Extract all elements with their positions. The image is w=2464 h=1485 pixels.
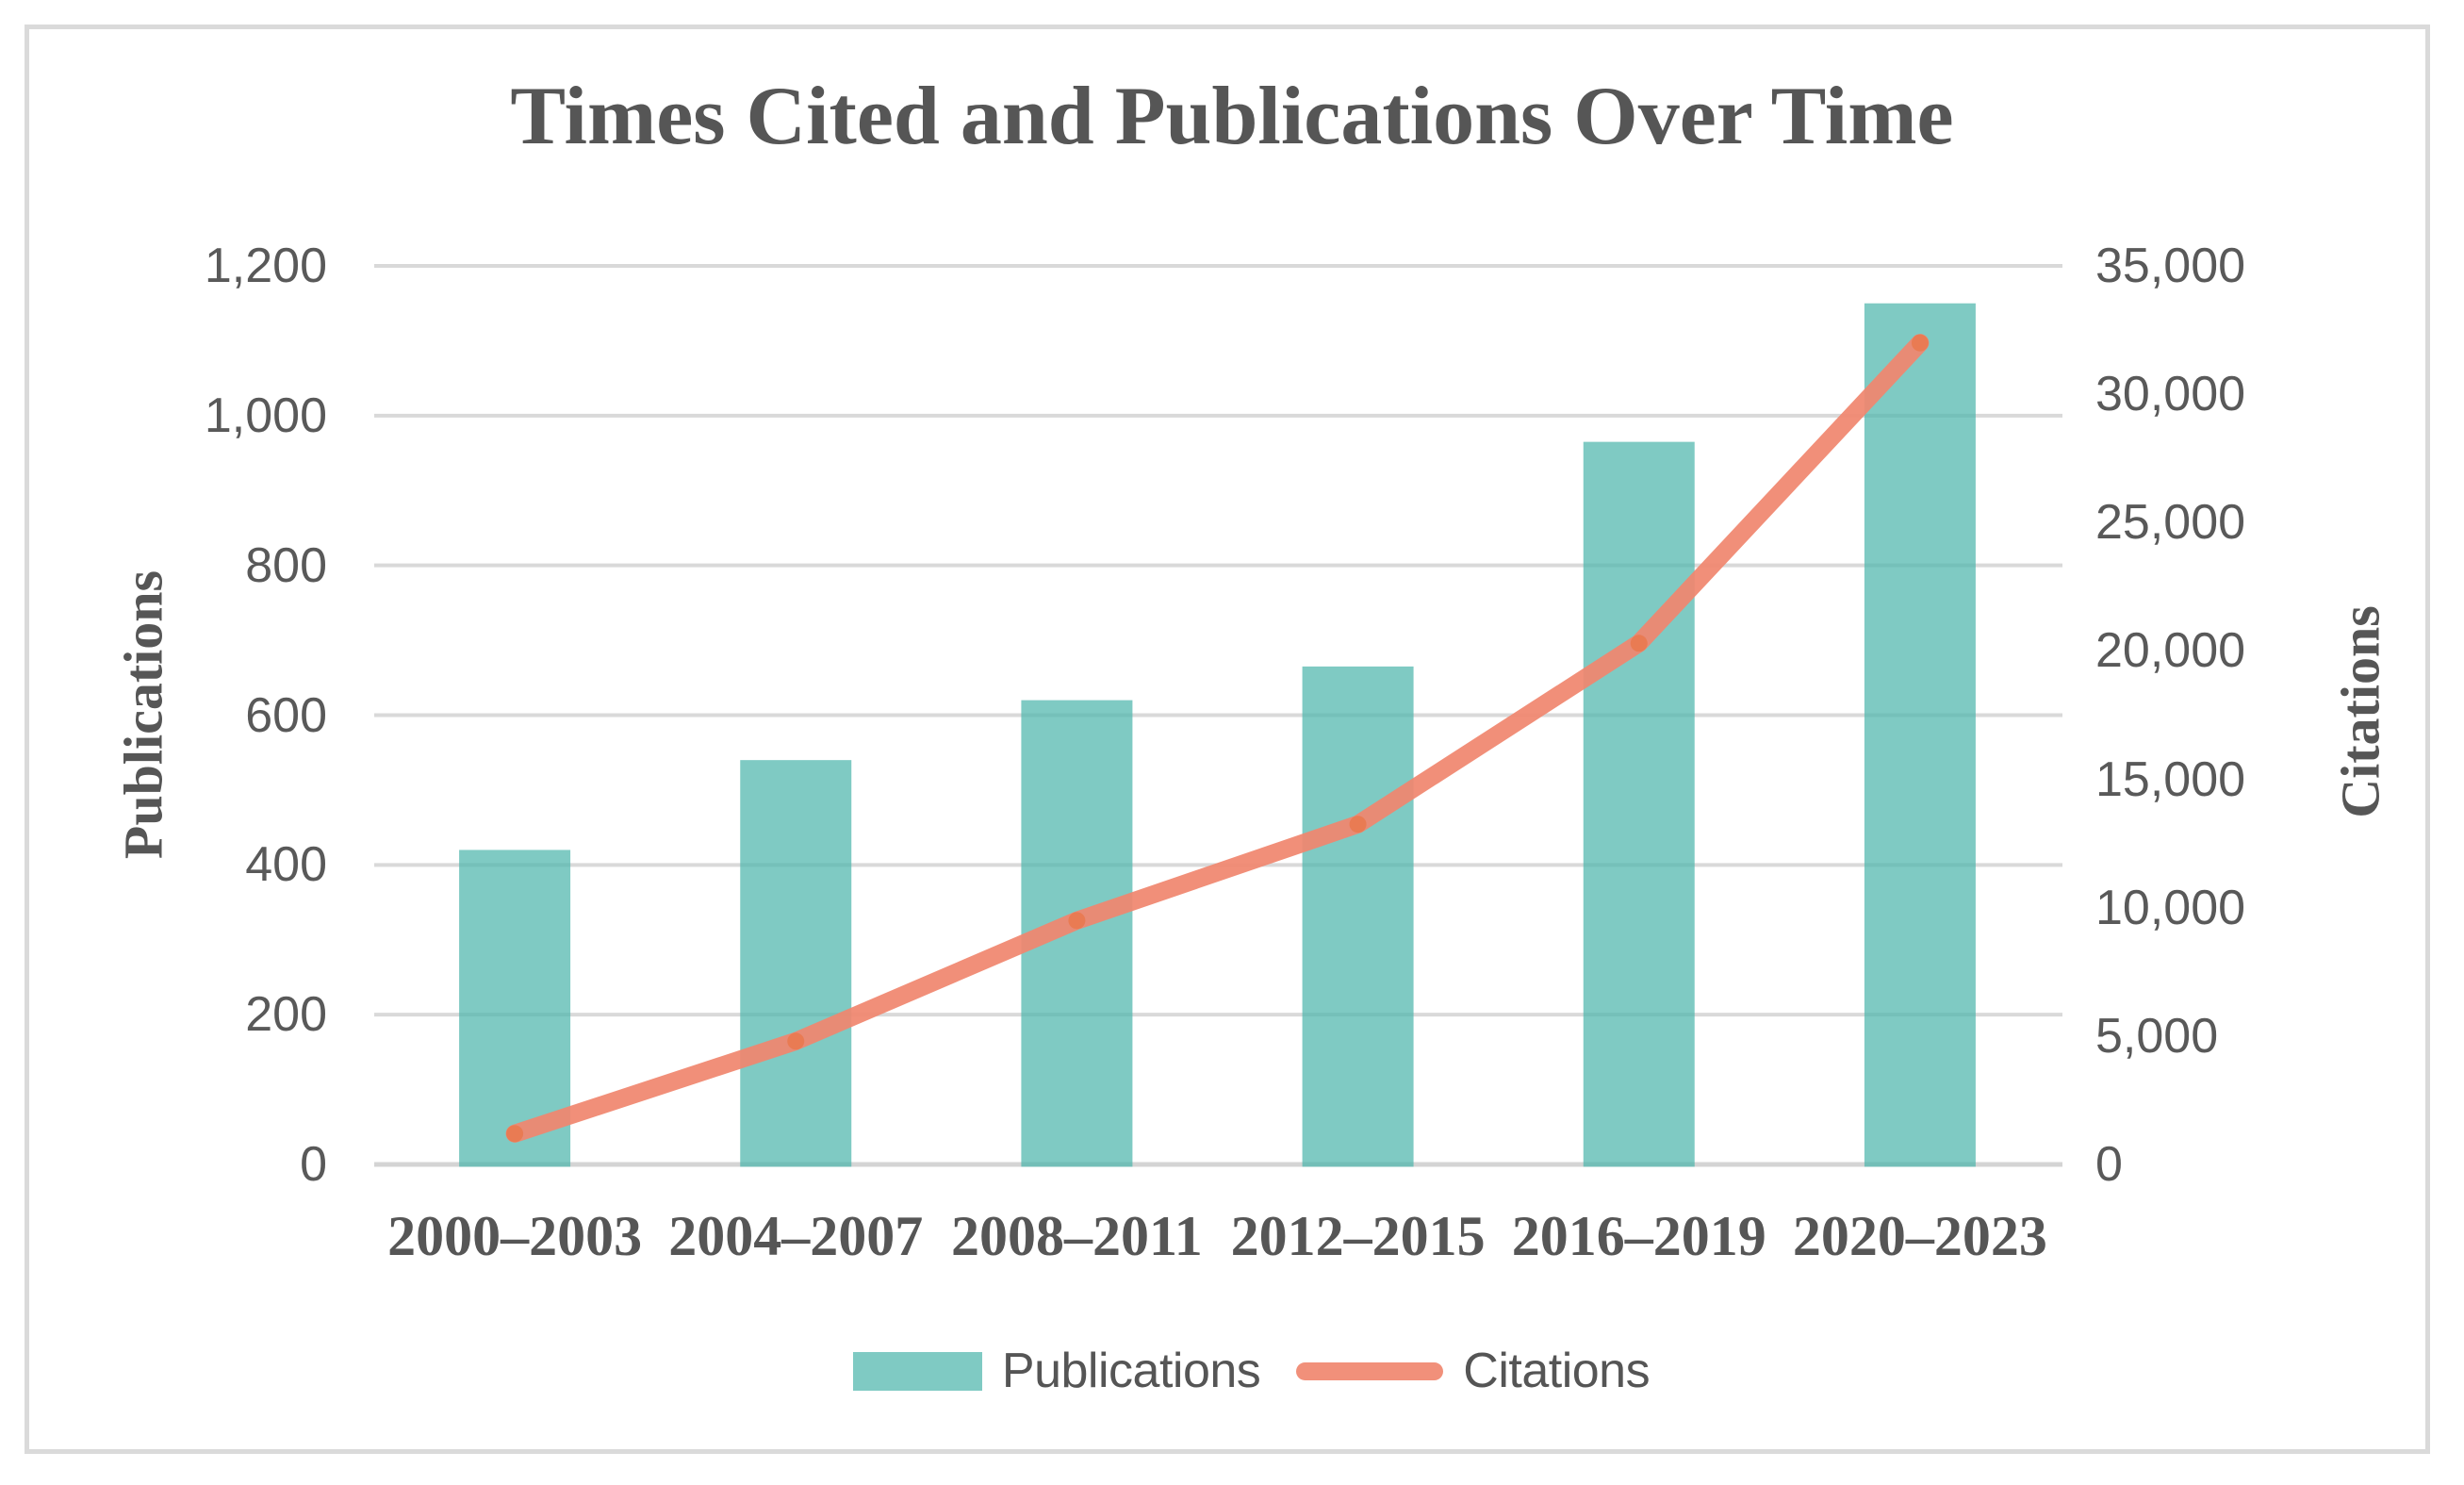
bar-2012–2015 bbox=[1302, 666, 1414, 1167]
legend: Publications Citations bbox=[408, 1344, 2094, 1398]
y-right-tick-label: 0 bbox=[2095, 1137, 2123, 1192]
y-left-tick-label: 1,000 bbox=[204, 388, 327, 443]
y-right-tick-label: 15,000 bbox=[2095, 751, 2246, 807]
x-axis-category-label: 2016–2019 bbox=[1511, 1205, 1766, 1267]
y-right-tick-label: 5,000 bbox=[2095, 1008, 2219, 1064]
y-right-tick-label: 35,000 bbox=[2095, 239, 2246, 293]
y-right-tick-label: 20,000 bbox=[2095, 623, 2246, 679]
legend-label-publications: Publications bbox=[1001, 1344, 1261, 1398]
x-axis-category-label: 2008–2011 bbox=[951, 1205, 1203, 1267]
y-right-tick-label: 25,000 bbox=[2095, 495, 2246, 551]
y-left-tick-label: 400 bbox=[245, 837, 327, 893]
line-marker-2016–2019 bbox=[1630, 635, 1648, 652]
y-right-tick-label: 30,000 bbox=[2095, 367, 2246, 422]
y-left-tick-label: 1,200 bbox=[204, 239, 327, 293]
y-left-tick-label: 600 bbox=[245, 687, 327, 743]
x-axis-category-label: 2004–2007 bbox=[668, 1205, 924, 1267]
line-marker-2020–2023 bbox=[1911, 334, 1929, 352]
legend-item-citations: Citations bbox=[1296, 1344, 1651, 1398]
bar-2020–2023 bbox=[1864, 303, 1976, 1167]
x-axis-category-label: 2012–2015 bbox=[1230, 1205, 1486, 1267]
y-right-tick-label: 10,000 bbox=[2095, 880, 2246, 935]
chart-title: Times Cited and Publications Over Time bbox=[510, 71, 1954, 162]
citations-line-swatch bbox=[1296, 1361, 1444, 1380]
x-axis-category-label: 2020–2023 bbox=[1792, 1205, 2047, 1267]
y-left-tick-label: 200 bbox=[245, 987, 327, 1043]
x-axis-category-label: 2000–2003 bbox=[387, 1205, 643, 1267]
chart-frame-border bbox=[25, 25, 2430, 1454]
line-marker-2004–2007 bbox=[787, 1032, 805, 1050]
y-left-tick-label: 800 bbox=[245, 537, 327, 593]
right-axis-title: Citations bbox=[2329, 605, 2391, 818]
publications-bar-swatch bbox=[852, 1351, 982, 1391]
line-marker-2008–2011 bbox=[1068, 912, 1086, 930]
bar-2004–2007 bbox=[740, 760, 852, 1167]
line-marker-2012–2015 bbox=[1349, 816, 1367, 833]
y-left-tick-label: 0 bbox=[300, 1137, 327, 1192]
legend-item-publications: Publications bbox=[852, 1344, 1261, 1398]
legend-label-citations: Citations bbox=[1463, 1344, 1651, 1398]
bar-2016–2019 bbox=[1583, 441, 1695, 1167]
line-marker-2000–2003 bbox=[506, 1125, 524, 1143]
citations-line bbox=[505, 334, 1930, 1143]
